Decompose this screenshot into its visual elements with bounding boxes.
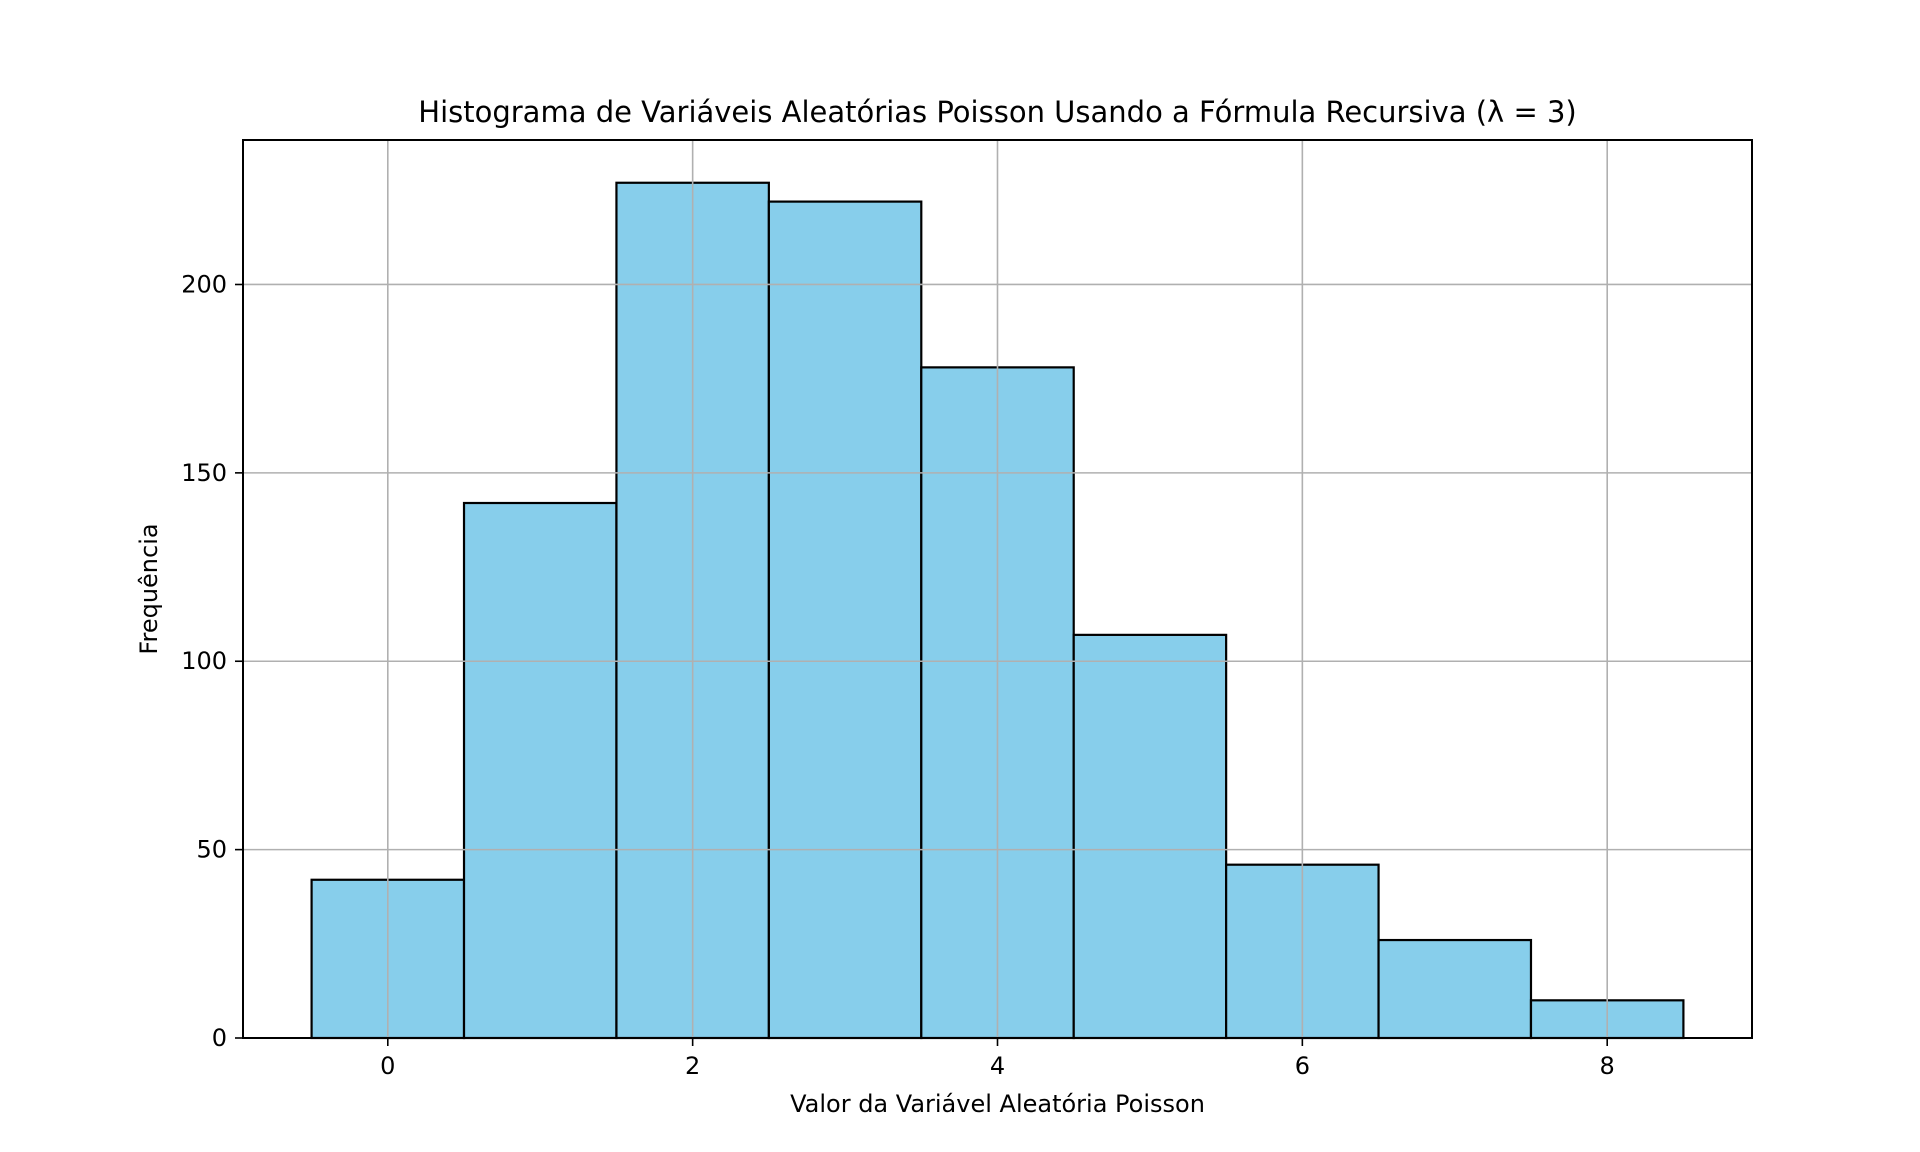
x-tick-label: 2 — [685, 1052, 700, 1080]
chart-title: Histograma de Variáveis Aleatórias Poiss… — [418, 95, 1576, 129]
y-tick-label: 50 — [196, 836, 227, 864]
x-axis-title: Valor da Variável Aleatória Poisson — [790, 1090, 1205, 1118]
x-tick-label: 0 — [380, 1052, 395, 1080]
y-tick-label: 150 — [181, 459, 227, 487]
axis-ticks: 0 2 4 6 8 0 50 100 150 200 — [181, 270, 1615, 1080]
histogram-bar-5 — [1072, 633, 1228, 1040]
histogram-bar-1 — [462, 501, 618, 1040]
y-axis-title: Frequência — [135, 523, 163, 654]
x-tick-label: 4 — [990, 1052, 1005, 1080]
histogram-bar-7 — [1377, 938, 1533, 1040]
y-tick-label: 200 — [181, 270, 227, 298]
histogram-bar-3 — [767, 200, 923, 1040]
x-tick-label: 6 — [1295, 1052, 1310, 1080]
y-tick-label: 100 — [181, 647, 227, 675]
y-tick-label: 0 — [212, 1024, 227, 1052]
x-tick-label: 8 — [1600, 1052, 1615, 1080]
